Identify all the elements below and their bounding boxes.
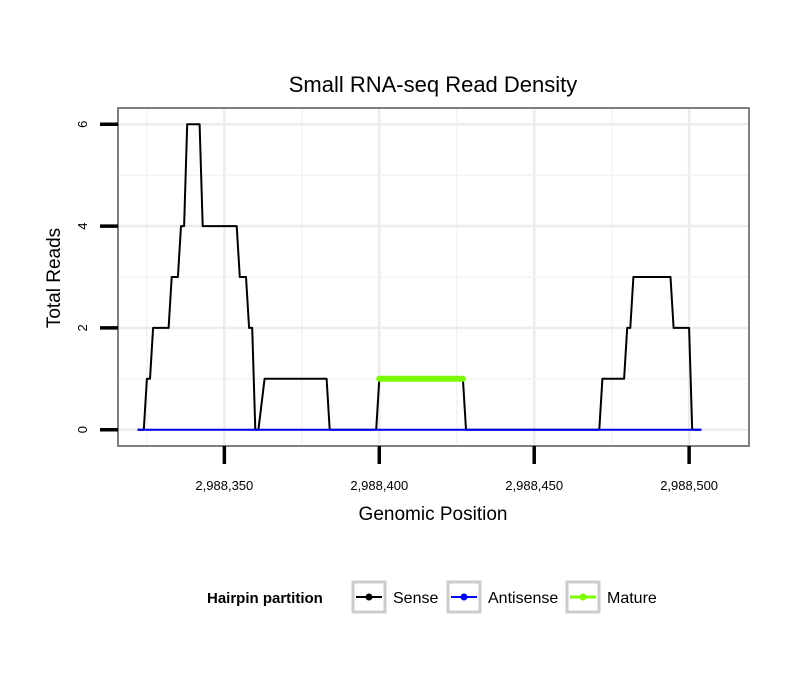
- legend-point-antisense: [460, 593, 468, 601]
- legend-label-sense: Sense: [393, 590, 438, 607]
- legend-item-mature: Mature: [565, 580, 657, 614]
- y-tick-label: 2: [75, 324, 90, 331]
- y-axis-title: Total Reads: [44, 228, 65, 328]
- legend-label-mature: Mature: [607, 590, 657, 607]
- chart-title: Small RNA-seq Read Density: [289, 72, 578, 97]
- legend-title: Hairpin partition: [207, 590, 323, 607]
- axes: 2,988,350 2,988,400 2,988,450 2,988,500 0 2 4 6: [75, 121, 718, 493]
- x-tick-label: 2,988,350: [195, 478, 253, 493]
- legend-item-sense: Sense: [351, 580, 438, 614]
- legend-point-mature: [579, 593, 587, 601]
- legend-point-sense: [365, 593, 373, 601]
- x-tick-label: 2,988,500: [660, 478, 718, 493]
- y-tick-label: 6: [75, 121, 90, 128]
- legend: Hairpin partition Sense Antisense Mature: [207, 580, 657, 614]
- series-lines: [137, 123, 702, 431]
- y-tick-label: 0: [75, 426, 90, 433]
- x-tick-label: 2,988,450: [505, 478, 563, 493]
- x-axis-title: Genomic Position: [359, 504, 508, 525]
- y-tick-label: 4: [75, 222, 90, 229]
- x-tick-label: 2,988,400: [350, 478, 408, 493]
- legend-label-antisense: Antisense: [488, 590, 558, 607]
- legend-item-antisense: Antisense: [446, 580, 558, 614]
